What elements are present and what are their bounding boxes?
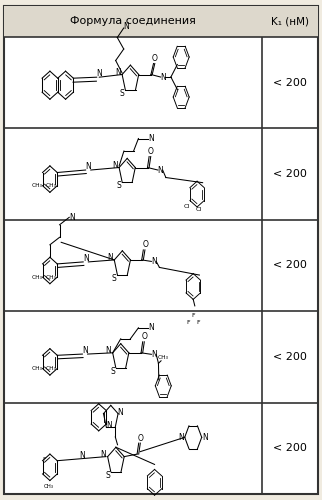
Text: < 200: < 200 — [273, 169, 307, 179]
Text: N: N — [178, 433, 184, 442]
Text: CH₃: CH₃ — [46, 183, 57, 188]
Text: S: S — [117, 182, 121, 190]
Text: N: N — [148, 134, 154, 143]
Text: N: N — [83, 254, 89, 263]
Text: N: N — [82, 346, 88, 355]
Text: K₁ (нМ): K₁ (нМ) — [271, 16, 309, 26]
Text: O: O — [138, 434, 144, 442]
Text: CH₃: CH₃ — [46, 366, 57, 371]
Text: N: N — [115, 68, 121, 76]
Text: Cl: Cl — [184, 204, 190, 209]
Bar — [4, 6, 318, 37]
Text: O: O — [152, 54, 157, 63]
Text: N: N — [106, 422, 112, 430]
Text: N: N — [151, 257, 156, 266]
Text: S: S — [105, 471, 110, 480]
Text: N: N — [151, 350, 156, 359]
Text: F: F — [196, 320, 200, 326]
Text: O: O — [142, 332, 147, 342]
Text: < 200: < 200 — [273, 444, 307, 454]
Text: CH₃: CH₃ — [44, 484, 54, 489]
Text: CH₃: CH₃ — [31, 366, 42, 371]
Text: N: N — [85, 162, 91, 171]
Text: N: N — [80, 450, 85, 460]
Text: CH₃: CH₃ — [31, 274, 42, 280]
Text: S: S — [112, 274, 117, 282]
Text: < 200: < 200 — [273, 352, 307, 362]
Text: N: N — [112, 160, 118, 170]
Text: N: N — [160, 72, 166, 82]
Text: N: N — [123, 22, 129, 31]
Text: CH₃: CH₃ — [31, 183, 42, 188]
Text: < 200: < 200 — [273, 78, 307, 88]
Text: O: O — [148, 147, 154, 156]
Text: Формула соединения: Формула соединения — [70, 16, 196, 26]
Text: N: N — [106, 346, 111, 355]
Text: S: S — [120, 89, 124, 98]
Text: < 200: < 200 — [273, 260, 307, 270]
Text: F: F — [186, 320, 190, 326]
Text: CH₃: CH₃ — [158, 355, 169, 360]
Text: CH₃: CH₃ — [46, 274, 57, 280]
Text: O: O — [142, 240, 148, 250]
Text: N: N — [148, 324, 154, 332]
Text: F: F — [191, 313, 195, 318]
Text: N: N — [203, 433, 208, 442]
Text: N: N — [107, 253, 113, 262]
Text: S: S — [110, 366, 115, 376]
Text: F: F — [43, 456, 46, 462]
Text: N: N — [157, 166, 163, 174]
Text: N: N — [100, 450, 106, 458]
Text: Cl: Cl — [195, 207, 202, 212]
Text: N: N — [70, 213, 75, 222]
Text: N: N — [117, 408, 123, 417]
Text: N: N — [96, 69, 102, 78]
